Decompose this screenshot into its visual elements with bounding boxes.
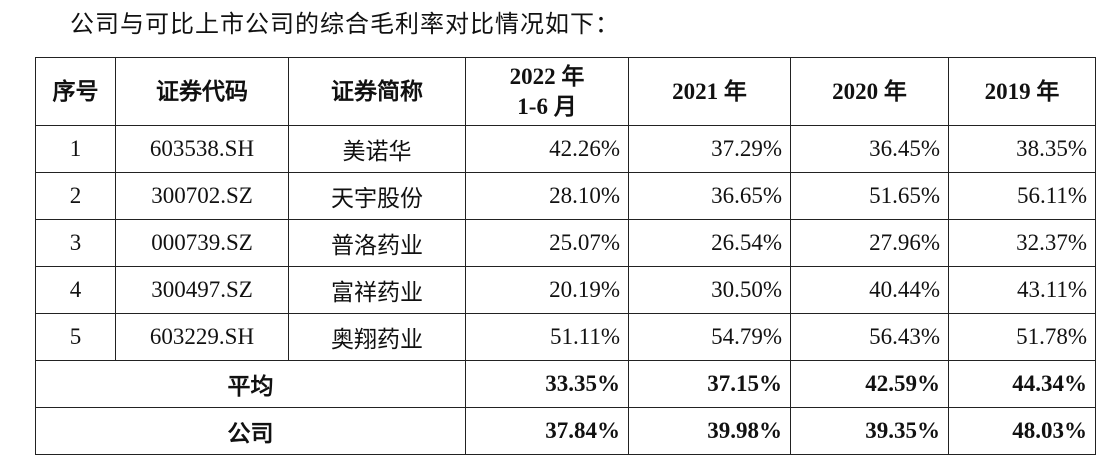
data-row: 5 603229.SH 奥翔药业 51.11% 54.79% 56.43% 51.78% xyxy=(35,313,1096,361)
cell: 603538.SH xyxy=(115,125,289,173)
cell: 3 xyxy=(35,219,116,267)
data-row: 1 603538.SH 美诺华 42.26% 37.29% 36.45% 38.35% xyxy=(35,125,1096,173)
cell: 56.43% xyxy=(790,313,949,361)
header-cell: 证券简称 xyxy=(288,57,466,126)
cell: 奥翔药业 xyxy=(288,313,466,361)
cell: 普洛药业 xyxy=(288,219,466,267)
cell: 000739.SZ xyxy=(115,219,289,267)
cell: 天宇股份 xyxy=(288,172,466,220)
cell: 美诺华 xyxy=(288,125,466,173)
cell: 富祥药业 xyxy=(288,266,466,314)
header-line: 1-6 月 xyxy=(517,93,577,119)
header-cell: 证券代码 xyxy=(115,57,289,126)
cell: 37.29% xyxy=(628,125,791,173)
cell: 51.78% xyxy=(948,313,1096,361)
cell: 300702.SZ xyxy=(115,172,289,220)
header-cell: 2022 年 1-6 月 xyxy=(465,57,629,126)
cell: 36.45% xyxy=(790,125,949,173)
cell: 39.35% xyxy=(790,407,949,455)
cell: 44.34% xyxy=(948,360,1096,408)
cell: 39.98% xyxy=(628,407,791,455)
header-cell: 序号 xyxy=(35,57,116,126)
header-cell: 2021 年 xyxy=(628,57,791,126)
cell: 33.35% xyxy=(465,360,629,408)
header-line: 2022 年 xyxy=(509,63,585,89)
data-row: 3 000739.SZ 普洛药业 25.07% 26.54% 27.96% 32.37% xyxy=(35,219,1096,267)
cell: 603229.SH xyxy=(115,313,289,361)
cell: 42.26% xyxy=(465,125,629,173)
cell: 51.11% xyxy=(465,313,629,361)
cell: 43.11% xyxy=(948,266,1096,314)
header-cell: 2020 年 xyxy=(790,57,949,126)
data-row: 2 300702.SZ 天宇股份 28.10% 36.65% 51.65% 56.11% xyxy=(35,172,1096,220)
cell: 20.19% xyxy=(465,266,629,314)
cell: 5 xyxy=(35,313,116,361)
cell: 27.96% xyxy=(790,219,949,267)
cell: 37.84% xyxy=(465,407,629,455)
cell: 30.50% xyxy=(628,266,791,314)
cell: 51.65% xyxy=(790,172,949,220)
cell: 28.10% xyxy=(465,172,629,220)
cell: 40.44% xyxy=(790,266,949,314)
cell: 32.37% xyxy=(948,219,1096,267)
header-cell: 2019 年 xyxy=(948,57,1096,126)
intro-text: 公司与可比上市公司的综合毛利率对比情况如下： xyxy=(70,12,620,38)
cell: 37.15% xyxy=(628,360,791,408)
cell: 1 xyxy=(35,125,116,173)
cell: 48.03% xyxy=(948,407,1096,455)
data-row: 4 300497.SZ 富祥药业 20.19% 30.50% 40.44% 43.11% xyxy=(35,266,1096,314)
cell: 56.11% xyxy=(948,172,1096,220)
cell: 36.65% xyxy=(628,172,791,220)
summary-row: 公司 37.84% 39.98% 39.35% 48.03% xyxy=(35,407,1096,455)
cell: 300497.SZ xyxy=(115,266,289,314)
cell: 25.07% xyxy=(465,219,629,267)
comparison-table: 序号 证券代码 证券简称 2022 年 1-6 月 2021 年 2020 年 2019 年 … xyxy=(35,57,1096,455)
cell: 38.35% xyxy=(948,125,1096,173)
table-body: 1 603538.SH 美诺华 42.26% 37.29% 36.45% 38.35% 2 30… xyxy=(35,125,1096,455)
header-row: 序号 证券代码 证券简称 2022 年 1-6 月 2021 年 2020 年 2019 年 xyxy=(35,57,1096,126)
summary-label: 公司 xyxy=(35,407,466,455)
summary-label: 平均 xyxy=(35,360,466,408)
cell: 42.59% xyxy=(790,360,949,408)
cell: 54.79% xyxy=(628,313,791,361)
cell: 26.54% xyxy=(628,219,791,267)
cell: 2 xyxy=(35,172,116,220)
summary-row: 平均 33.35% 37.15% 42.59% 44.34% xyxy=(35,360,1096,408)
cell: 4 xyxy=(35,266,116,314)
